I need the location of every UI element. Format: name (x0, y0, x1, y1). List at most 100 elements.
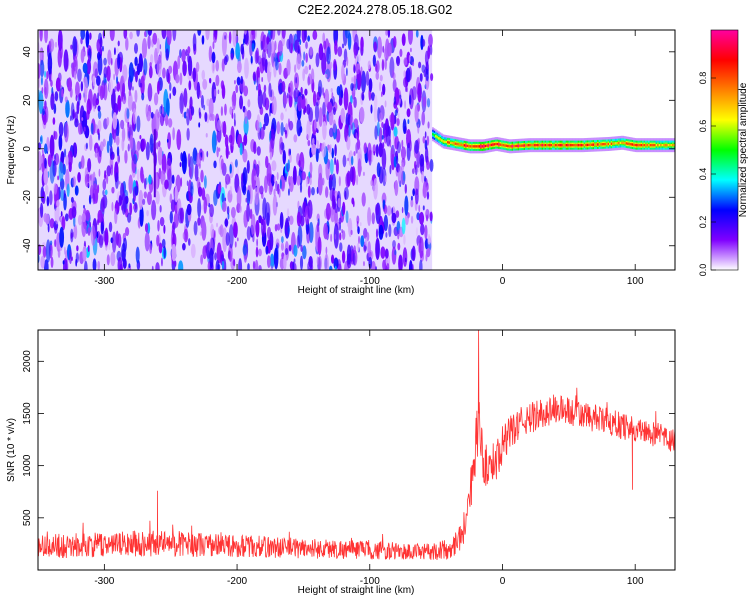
noise-speck (303, 108, 306, 115)
noise-speck (106, 165, 112, 177)
noise-speck (85, 209, 91, 222)
noise-speck (47, 154, 52, 168)
noise-speck (98, 132, 101, 141)
noise-speck (279, 179, 282, 190)
noise-speck (373, 105, 378, 123)
noise-speck (309, 161, 313, 175)
noise-speck (85, 110, 90, 121)
noise-speck (223, 56, 228, 66)
noise-speck (262, 197, 267, 221)
signal-core (582, 143, 584, 147)
noise-speck (382, 259, 386, 270)
noise-speck (127, 123, 129, 131)
noise-speck (187, 153, 191, 168)
noise-speck (78, 92, 82, 101)
noise-speck (156, 81, 160, 95)
noise-speck (215, 30, 218, 35)
noise-speck (294, 39, 300, 53)
noise-speck (332, 119, 337, 134)
noise-speck (405, 67, 411, 83)
noise-speck (370, 104, 373, 114)
noise-speck (40, 155, 44, 164)
signal-core (466, 144, 469, 148)
noise-speck (116, 48, 119, 54)
noise-speck (347, 220, 351, 228)
noise-speck (306, 103, 311, 115)
noise-speck (98, 168, 101, 177)
noise-speck (254, 50, 259, 65)
noise-speck (64, 121, 69, 143)
noise-speck (259, 185, 264, 195)
noise-speck (426, 191, 430, 200)
noise-speck (199, 231, 202, 236)
noise-speck (247, 263, 250, 270)
noise-speck (242, 167, 248, 186)
signal-core (490, 143, 493, 147)
noise-speck (139, 135, 142, 140)
noise-speck (260, 219, 266, 238)
noise-speck (373, 41, 378, 52)
noise-speck (102, 224, 105, 232)
noise-speck (54, 239, 57, 248)
noise-speck (254, 175, 257, 181)
noise-speck (201, 220, 207, 241)
noise-speck (143, 191, 148, 199)
noise-speck (63, 189, 66, 199)
noise-speck (272, 194, 278, 216)
signal-core (537, 143, 539, 147)
signal-core (591, 143, 593, 146)
noise-speck (45, 184, 49, 195)
noise-speck (286, 92, 289, 99)
signal-core (579, 143, 581, 147)
noise-speck (359, 222, 362, 227)
noise-speck (314, 101, 320, 123)
noise-speck (418, 236, 424, 259)
noise-speck (361, 70, 367, 94)
noise-speck (57, 30, 63, 51)
noise-speck (315, 128, 318, 133)
signal-core (561, 143, 563, 147)
noise-speck (61, 216, 66, 231)
noise-speck (406, 108, 411, 118)
noise-speck (287, 226, 290, 234)
noise-speck (190, 243, 196, 259)
noise-speck (239, 95, 244, 110)
noise-speck (385, 232, 388, 238)
noise-speck (399, 48, 403, 58)
noise-speck (84, 173, 90, 188)
noise-speck (255, 220, 260, 238)
noise-speck (42, 114, 47, 126)
noise-speck (232, 30, 237, 47)
signal-core (652, 143, 655, 147)
noise-speck (149, 242, 152, 255)
noise-speck (334, 39, 338, 56)
noise-speck (135, 246, 140, 264)
signal-core (555, 143, 557, 147)
noise-speck (275, 244, 279, 259)
noise-speck (333, 257, 339, 270)
snr-x-ticks: -300 -200 -100 0 100 (94, 330, 644, 587)
noise-speck (270, 174, 275, 187)
noise-speck (311, 137, 315, 146)
noise-speck (403, 76, 408, 88)
noise-speck (301, 171, 306, 181)
noise-speck (372, 54, 376, 67)
signal-core (631, 143, 634, 146)
noise-speck (81, 212, 86, 223)
noise-speck (169, 82, 172, 92)
noise-speck (151, 265, 154, 270)
noise-speck (350, 82, 354, 91)
noise-speck (315, 52, 320, 68)
noise-speck (365, 70, 370, 86)
noise-speck (67, 77, 73, 92)
noise-speck (147, 35, 151, 50)
snr-series-line (38, 330, 675, 561)
noise-speck (128, 89, 132, 97)
noise-speck (49, 38, 55, 52)
noise-speck (201, 35, 205, 45)
signal-core (619, 141, 622, 145)
noise-speck (414, 164, 418, 176)
noise-speck (108, 79, 114, 96)
noise-speck (216, 146, 219, 158)
noise-speck (182, 60, 187, 77)
